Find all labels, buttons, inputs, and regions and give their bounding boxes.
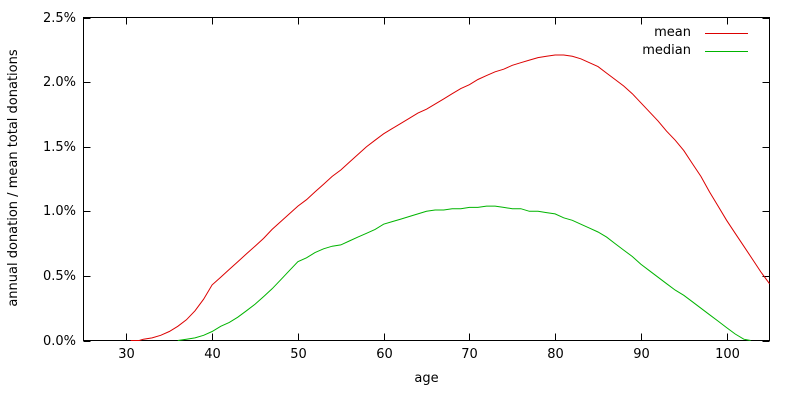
x-tick-label: 90 xyxy=(633,347,650,362)
series-line-mean xyxy=(130,54,770,341)
legend-line-sample-mean xyxy=(705,32,748,34)
x-axis-label: age xyxy=(414,371,439,386)
x-tick-label: 80 xyxy=(547,347,564,362)
legend-label-mean: mean xyxy=(654,25,691,40)
y-tick-label: 0.5% xyxy=(42,268,76,284)
y-tick-label: 2.0% xyxy=(42,74,76,90)
x-tick-label: 70 xyxy=(461,347,478,362)
legend-line-sample-median xyxy=(705,50,748,52)
y-tick-label: 2.5% xyxy=(42,10,76,26)
legend-item-median: median xyxy=(642,43,748,59)
y-tick-label: 1.5% xyxy=(42,139,76,155)
plot-border xyxy=(83,17,770,341)
y-axis-label: annual donation / mean total donations xyxy=(6,49,21,307)
legend-item-mean: mean xyxy=(642,25,748,41)
y-tick-label: 1.0% xyxy=(42,203,76,219)
x-tick-label: 40 xyxy=(204,347,221,362)
x-tick-label: 60 xyxy=(376,347,393,362)
x-tick-label: 30 xyxy=(118,347,135,362)
legend-label-median: median xyxy=(642,43,691,58)
series-line-median xyxy=(177,205,751,341)
y-tick-label: 0.0% xyxy=(42,333,76,349)
x-tick-label: 100 xyxy=(715,347,740,362)
x-tick-label: 50 xyxy=(290,347,307,362)
legend: mean median xyxy=(642,25,748,59)
